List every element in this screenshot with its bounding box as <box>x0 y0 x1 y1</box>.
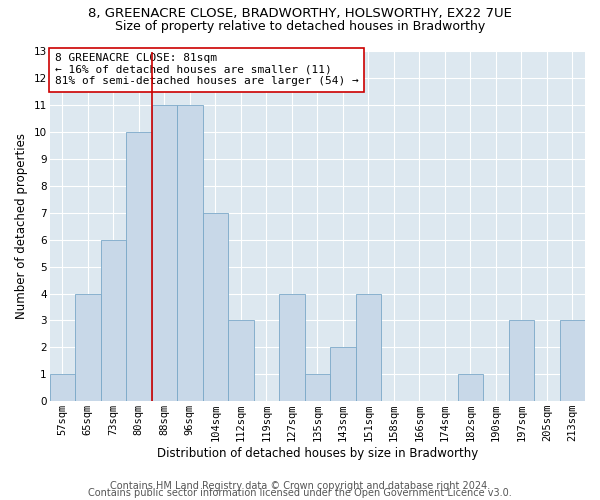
Bar <box>509 320 534 401</box>
Text: 8, GREENACRE CLOSE, BRADWORTHY, HOLSWORTHY, EX22 7UE: 8, GREENACRE CLOSE, BRADWORTHY, HOLSWORT… <box>88 8 512 20</box>
Bar <box>279 294 305 401</box>
Bar <box>75 294 101 401</box>
Text: Contains HM Land Registry data © Crown copyright and database right 2024.: Contains HM Land Registry data © Crown c… <box>110 481 490 491</box>
Bar <box>50 374 75 401</box>
X-axis label: Distribution of detached houses by size in Bradworthy: Distribution of detached houses by size … <box>157 447 478 460</box>
Bar <box>458 374 483 401</box>
Bar <box>228 320 254 401</box>
Bar <box>305 374 330 401</box>
Bar <box>356 294 381 401</box>
Bar <box>101 240 126 401</box>
Y-axis label: Number of detached properties: Number of detached properties <box>15 134 28 320</box>
Bar <box>203 213 228 401</box>
Text: Contains public sector information licensed under the Open Government Licence v3: Contains public sector information licen… <box>88 488 512 498</box>
Bar <box>126 132 152 401</box>
Text: Size of property relative to detached houses in Bradworthy: Size of property relative to detached ho… <box>115 20 485 33</box>
Bar <box>560 320 585 401</box>
Bar <box>152 106 177 401</box>
Text: 8 GREENACRE CLOSE: 81sqm
← 16% of detached houses are smaller (11)
81% of semi-d: 8 GREENACRE CLOSE: 81sqm ← 16% of detach… <box>55 53 359 86</box>
Bar <box>177 106 203 401</box>
Bar <box>330 348 356 401</box>
